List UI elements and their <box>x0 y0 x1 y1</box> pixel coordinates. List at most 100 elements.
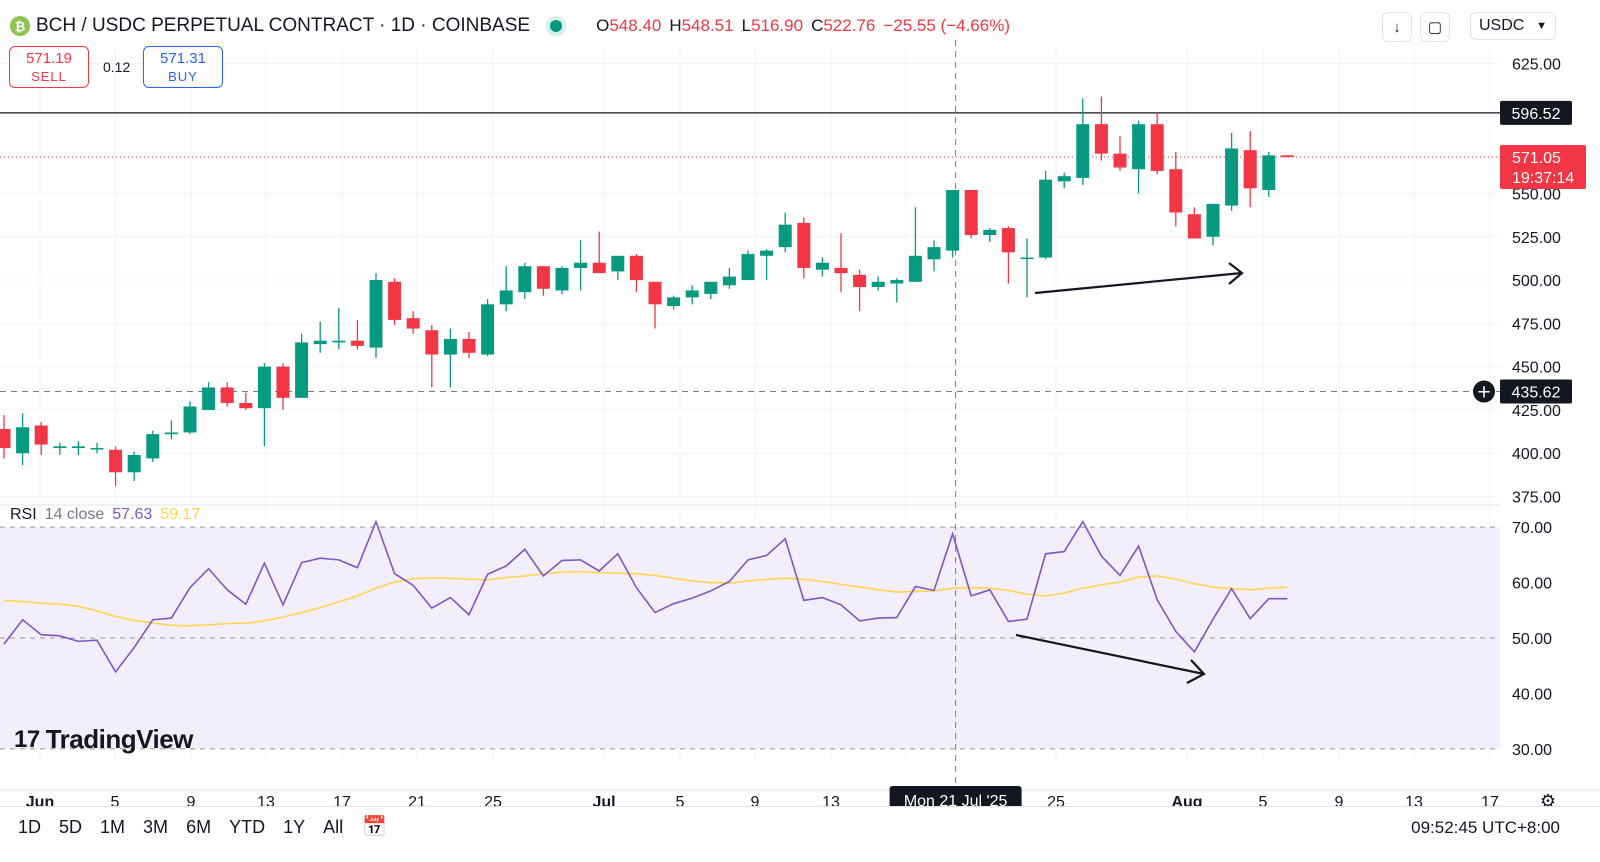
candle[interactable] <box>146 430 160 462</box>
candle[interactable] <box>667 295 681 310</box>
candle[interactable] <box>462 332 476 358</box>
candle[interactable] <box>834 233 848 293</box>
candle[interactable] <box>1206 203 1220 246</box>
add-alert-icon[interactable] <box>1473 380 1495 403</box>
candle[interactable] <box>555 266 569 294</box>
candles[interactable] <box>0 96 1294 487</box>
range-button-ytd[interactable]: YTD <box>229 817 266 837</box>
candle[interactable] <box>1094 96 1108 161</box>
candle[interactable] <box>592 231 606 274</box>
range-button-3m[interactable]: 3M <box>143 817 169 837</box>
settings-icon[interactable]: ⚙ <box>1540 791 1556 806</box>
candle[interactable] <box>946 190 960 258</box>
candle[interactable] <box>443 328 457 388</box>
candle[interactable] <box>797 217 811 279</box>
candle[interactable] <box>239 392 253 410</box>
download-icon[interactable]: ↓ <box>1382 12 1412 42</box>
candle[interactable] <box>518 262 532 300</box>
candle[interactable] <box>164 420 178 440</box>
candle[interactable] <box>499 266 513 312</box>
candle[interactable] <box>1169 151 1183 227</box>
price-tick-label: 475.00 <box>1512 316 1561 333</box>
rsi-trend-arrow[interactable] <box>1015 633 1205 676</box>
candle[interactable] <box>722 267 736 289</box>
candle[interactable] <box>1039 170 1053 260</box>
candle[interactable] <box>1001 226 1015 284</box>
candle[interactable] <box>388 278 402 326</box>
candle[interactable] <box>1113 136 1127 171</box>
candle[interactable] <box>648 281 662 329</box>
candle[interactable] <box>1187 207 1201 239</box>
range-button-5d[interactable]: 5D <box>59 817 83 837</box>
candle[interactable] <box>71 441 85 455</box>
candle[interactable] <box>369 273 383 358</box>
candle-body <box>443 338 457 355</box>
candle[interactable] <box>53 442 67 455</box>
price-trend-arrow[interactable] <box>1034 271 1243 295</box>
candle[interactable] <box>611 255 625 281</box>
candle[interactable] <box>1280 155 1294 158</box>
range-button-1d[interactable]: 1D <box>18 817 42 837</box>
tradingview-logo[interactable]: 17 TradingView <box>14 724 193 755</box>
candle[interactable] <box>425 325 439 388</box>
candle[interactable] <box>853 269 867 312</box>
candle[interactable] <box>1132 120 1146 194</box>
candle[interactable] <box>760 248 774 281</box>
candle[interactable] <box>220 382 234 407</box>
symbol-title[interactable]: BCH / USDC PERPETUAL CONTRACT · 1D · COI… <box>36 15 531 36</box>
candle[interactable] <box>109 446 123 487</box>
buy-button[interactable]: 571.31 BUY <box>143 46 223 88</box>
candle[interactable] <box>16 413 30 466</box>
candle[interactable] <box>406 311 420 334</box>
chart-canvas[interactable]: 625.00550.00525.00500.00475.00450.00425.… <box>0 0 1600 806</box>
candle[interactable] <box>1020 238 1034 298</box>
price-axis[interactable]: 625.00 550.00 525.00 500.00 475.00 450.00 425.… <box>1512 57 1561 507</box>
trend-arrows[interactable] <box>1015 262 1244 684</box>
candle[interactable] <box>313 321 327 353</box>
candle[interactable] <box>890 278 904 303</box>
candle[interactable] <box>34 422 48 455</box>
candle[interactable] <box>257 363 271 447</box>
candle[interactable] <box>536 266 550 296</box>
candle[interactable] <box>927 240 941 272</box>
range-button-1m[interactable]: 1M <box>100 817 126 837</box>
candle[interactable] <box>815 257 829 277</box>
candle[interactable] <box>90 442 104 454</box>
range-button-all[interactable]: All <box>323 817 344 837</box>
candle[interactable] <box>908 207 922 282</box>
calendar-icon[interactable]: 📅 <box>362 816 387 838</box>
candle[interactable] <box>964 190 978 239</box>
rsi-legend[interactable]: RSI 14 close 57.63 59.17 <box>10 506 200 524</box>
candle[interactable] <box>1057 172 1071 189</box>
candle[interactable] <box>202 382 216 410</box>
candle[interactable] <box>1150 112 1164 175</box>
candle[interactable] <box>778 212 792 253</box>
candle[interactable] <box>481 299 495 357</box>
range-button-6m[interactable]: 6M <box>186 817 212 837</box>
candle[interactable] <box>332 307 346 350</box>
candle[interactable] <box>1225 132 1239 211</box>
candle[interactable] <box>685 285 699 305</box>
candle[interactable] <box>183 401 197 435</box>
candle[interactable] <box>871 276 885 291</box>
time-axis[interactable]: Jun5913172125Jul59131725Aug591317Mon 21 … <box>0 786 1600 806</box>
sell-button[interactable]: 571.19 SELL <box>9 46 89 88</box>
candle[interactable] <box>1243 131 1257 208</box>
candle[interactable] <box>1076 98 1090 185</box>
candle[interactable] <box>704 281 718 300</box>
timezone-clock[interactable]: 09:52:45 UTC+8:00 <box>1411 818 1560 837</box>
candle[interactable] <box>295 333 309 398</box>
currency-select[interactable]: USDC ▼ <box>1470 12 1556 40</box>
range-button-1y[interactable]: 1Y <box>283 817 306 837</box>
layout-icon[interactable]: ▢ <box>1420 12 1450 42</box>
candle[interactable] <box>0 415 11 459</box>
candle[interactable] <box>741 250 755 281</box>
candle[interactable] <box>127 451 141 481</box>
candle[interactable] <box>350 319 364 350</box>
candle[interactable] <box>629 254 643 293</box>
candle[interactable] <box>1262 151 1276 197</box>
candle[interactable] <box>276 363 290 410</box>
rsi-axis[interactable]: 70.00 60.00 50.00 40.00 30.00 <box>1512 520 1552 759</box>
candle[interactable] <box>574 240 588 291</box>
candle[interactable] <box>983 228 997 242</box>
